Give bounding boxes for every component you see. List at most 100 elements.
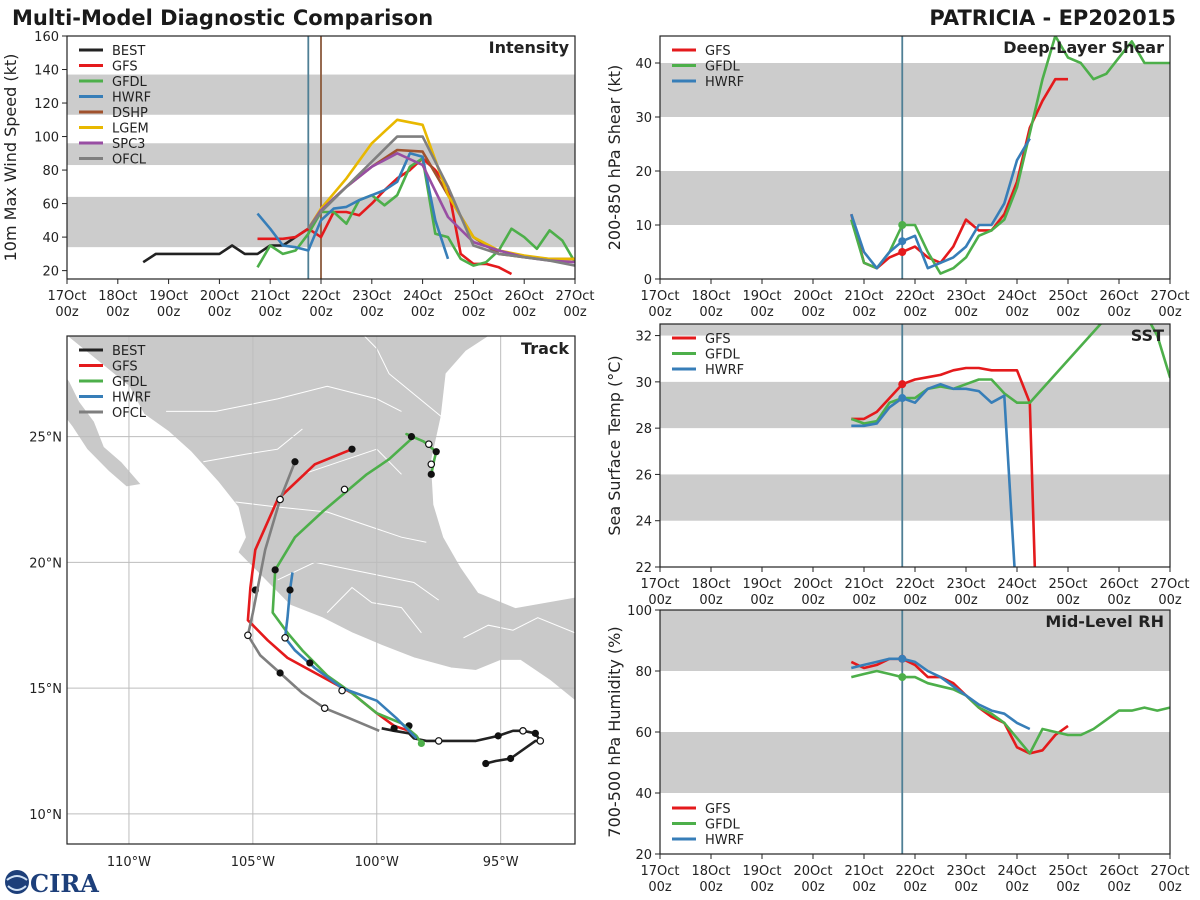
intensity-xtick-label: 24Oct — [403, 289, 442, 304]
rh-ytick-label: 80 — [635, 665, 652, 680]
legend-label-dshp: DSHP — [112, 106, 148, 121]
legend-label-best: BEST — [112, 44, 145, 59]
shear-band-1 — [660, 63, 1170, 117]
intensity-xtick-sub: 00z — [309, 305, 333, 320]
legend-label-hwrf: HWRF — [705, 75, 744, 90]
shear-xtick-label: 25Oct — [1048, 289, 1087, 304]
intensity-ytick-label: 140 — [34, 64, 59, 79]
legend-label-hwrf: HWRF — [112, 91, 151, 106]
intensity-ytick-label: 100 — [34, 131, 59, 146]
intensity-xtick-label: 17Oct — [47, 289, 86, 304]
baja-peninsula — [67, 377, 143, 488]
track-point-open — [276, 495, 284, 504]
sst-xtick-sub: 00z — [801, 593, 825, 608]
sst-xtick-sub: 00z — [699, 593, 723, 608]
rh-ylabel: 700-500 hPa Humidity (%) — [605, 626, 624, 837]
track-gfdl — [271, 432, 438, 745]
sst-xtick-sub: 00z — [750, 593, 774, 608]
rh-xtick-label: 21Oct — [844, 864, 883, 879]
intensity-xtick-sub: 00z — [462, 305, 486, 320]
sst-xtick-sub: 00z — [1158, 593, 1182, 608]
shear-ytick-label: 20 — [635, 165, 652, 180]
rh-xtick-sub: 00z — [903, 880, 927, 895]
intensity-xtick-label: 25Oct — [454, 289, 493, 304]
intensity-xtick-label: 20Oct — [200, 289, 239, 304]
legend-label-gfs: GFS — [112, 60, 138, 75]
shear-ytick-label: 10 — [635, 219, 652, 234]
intensity-ytick-label: 80 — [42, 164, 59, 179]
legend-label-spc3: SPC3 — [112, 137, 145, 152]
rh-xtick-label: 25Oct — [1048, 864, 1087, 879]
intensity-ytick-label: 40 — [42, 231, 59, 246]
track-point-filled — [432, 448, 440, 456]
rh-xtick-sub: 00z — [699, 880, 723, 895]
sst-ytick-label: 30 — [635, 376, 652, 391]
sst-marker-gfs — [898, 380, 907, 389]
legend-label-hwrf: HWRF — [705, 363, 744, 378]
track-point-filled — [271, 566, 279, 574]
shear-marker-gfdl — [898, 221, 907, 229]
legend-label-gfdl: GFDL — [705, 818, 741, 833]
track-point-open — [338, 686, 346, 695]
track-point-filled — [427, 470, 435, 478]
rh-xtick-sub: 00z — [1005, 880, 1029, 895]
legend-label-gfdl: GFDL — [112, 375, 148, 390]
legend-label-gfdl: GFDL — [705, 60, 741, 75]
shear-xtick-label: 23Oct — [946, 289, 985, 304]
shear-ytick-label: 40 — [635, 57, 652, 72]
legend-label-lgem: LGEM — [112, 122, 149, 137]
rh-xtick-label: 23Oct — [946, 864, 985, 879]
shear-xtick-sub: 00z — [801, 305, 825, 320]
track-ytick-label: 25°N — [29, 431, 62, 446]
intensity-series-best — [142, 227, 310, 264]
legend-label-best: BEST — [112, 344, 145, 359]
rh-ytick-label: 100 — [627, 604, 652, 619]
sst-band-1 — [660, 381, 1170, 429]
intensity-xtick-label: 26Oct — [505, 289, 544, 304]
state-border — [363, 336, 442, 417]
sst-xtick-sub: 00z — [648, 593, 672, 608]
shear-ytick-label: 0 — [644, 273, 652, 288]
rh-xtick-sub: 00z — [1107, 880, 1131, 895]
sst-title: SST — [1131, 326, 1164, 345]
sst-xtick-label: 25Oct — [1048, 577, 1087, 592]
state-border — [166, 385, 402, 412]
sst-xtick-label: 27Oct — [1150, 577, 1189, 592]
shear-xtick-sub: 00z — [1158, 305, 1182, 320]
shear-xtick-sub: 00z — [648, 305, 672, 320]
rh-xtick-sub: 00z — [1056, 880, 1080, 895]
legend-label-gfs: GFS — [112, 360, 138, 375]
shear-xtick-sub: 00z — [954, 305, 978, 320]
track-ofcl — [246, 461, 380, 732]
sst-xtick-sub: 00z — [852, 593, 876, 608]
sst-ylabel: Sea Surface Temp (°C) — [605, 355, 624, 535]
track-point-open — [519, 727, 527, 735]
sst-xtick-label: 22Oct — [895, 577, 934, 592]
state-border — [203, 428, 303, 463]
intensity-xtick-sub: 00z — [106, 305, 130, 320]
sst-panel: 22242628303217Oct00z18Oct00z19Oct00z20Oc… — [605, 323, 1190, 608]
logo-text: CIRA — [30, 869, 99, 898]
sst-ytick-label: 32 — [635, 330, 652, 345]
shear-marker-gfs — [898, 248, 907, 256]
legend-label-gfdl: GFDL — [112, 75, 148, 90]
rh-xtick-label: 27Oct — [1150, 864, 1189, 879]
track-point-filled — [482, 759, 490, 768]
sst-ytick-label: 26 — [635, 468, 652, 483]
track-xtick-label: 95°W — [483, 855, 519, 870]
intensity-xtick-sub: 00z — [411, 305, 435, 320]
rh-ytick-label: 60 — [635, 726, 652, 741]
shear-xtick-sub: 00z — [852, 305, 876, 320]
sst-band-0 — [660, 474, 1170, 521]
track-frame — [66, 335, 576, 845]
legend-label-gfdl: GFDL — [705, 348, 741, 363]
intensity-xtick-sub: 00z — [157, 305, 181, 320]
track-point-open — [340, 485, 349, 494]
shear-xtick-label: 24Oct — [997, 289, 1036, 304]
track-hwrf — [283, 572, 418, 740]
track-ytick-label: 20°N — [29, 556, 62, 571]
track-point-filled — [390, 724, 398, 732]
legend-label-gfs: GFS — [705, 44, 731, 59]
